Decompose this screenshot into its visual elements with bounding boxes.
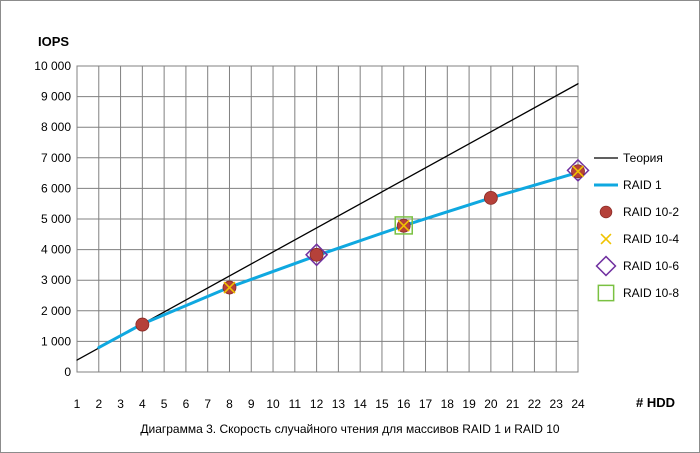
diamond-marker	[305, 243, 329, 267]
grid	[76, 65, 579, 373]
x-axis-title: # HDD	[636, 395, 675, 410]
x-tick-label: 20	[484, 397, 498, 411]
legend-label: RAID 10-6	[623, 259, 679, 273]
y-tick-label: 5 000	[41, 212, 71, 226]
circle-marker	[599, 205, 613, 219]
x-tick-label: 19	[462, 397, 476, 411]
x-tick-label: 4	[139, 397, 146, 411]
x-tick-label: 9	[248, 397, 255, 411]
x-tick-label: 18	[441, 397, 455, 411]
y-tick-label: 4 000	[41, 243, 71, 257]
y-tick-label: 6 000	[41, 181, 71, 195]
x-tick-label: 13	[332, 397, 346, 411]
x-tick-label: 23	[550, 397, 564, 411]
x-tick-label: 3	[117, 397, 124, 411]
x-marker-stroke	[571, 165, 585, 178]
legend-item: RAID 10-2	[599, 205, 679, 219]
circle-marker	[309, 247, 324, 262]
legend-label: RAID 10-4	[623, 232, 679, 246]
x-tick-label: 15	[375, 397, 389, 411]
circle-marker	[135, 317, 150, 332]
x-tick-label: 21	[506, 397, 520, 411]
y-tick-label: 8 000	[41, 120, 71, 134]
x-tick-label: 8	[226, 397, 233, 411]
axes: 0 1 000 2 000 3 000 4 000 5 000 6 000 7 000 8 00…	[34, 59, 585, 411]
diamond-marker	[566, 158, 590, 182]
x-marker-stroke	[600, 233, 612, 245]
x-tick-label: 1	[74, 397, 81, 411]
circle-marker	[483, 190, 498, 205]
x-tick-label: 5	[161, 397, 168, 411]
diamond-marker	[595, 255, 617, 277]
x-tick-label: 22	[528, 397, 542, 411]
legend-item: RAID 10-8	[597, 284, 679, 302]
chart-caption: Диаграмма 3. Скорость случайного чтения …	[140, 422, 560, 436]
legend-item: RAID 10-4	[600, 232, 679, 246]
y-tick-label: 10 000	[34, 59, 71, 73]
x-tick-label: 16	[397, 397, 411, 411]
legend-item: RAID 1	[594, 178, 662, 192]
x-tick-label: 14	[353, 397, 367, 411]
series-layer	[76, 83, 590, 361]
legend-item: RAID 10-6	[595, 255, 679, 277]
legend-label: RAID 1	[623, 178, 662, 192]
legend-label: RAID 10-2	[623, 205, 679, 219]
y-tick-label: 2 000	[41, 304, 71, 318]
legend-label: Теория	[623, 151, 663, 165]
y-axis-title: IOPS	[38, 34, 69, 49]
y-tick-label: 9 000	[41, 90, 71, 104]
x-tick-label: 6	[183, 397, 190, 411]
x-marker-stroke	[397, 219, 410, 232]
y-tick-label: 0	[64, 365, 71, 379]
x-tick-label: 2	[95, 397, 102, 411]
x-tick-label: 11	[289, 397, 302, 411]
y-tick-label: 3 000	[41, 273, 71, 287]
legend-label: RAID 10-8	[623, 286, 679, 300]
square-marker	[394, 216, 413, 235]
x-tick-label: 10	[266, 397, 280, 411]
square-marker	[597, 284, 615, 302]
legend: Теория RAID 1 RAID 10-2 RAID 10-4 RAID 10-6 R…	[594, 151, 679, 302]
series-line	[76, 83, 579, 361]
x-marker-stroke	[223, 281, 236, 294]
x-tick-label: 17	[419, 397, 433, 411]
y-tick-label: 1 000	[41, 334, 71, 348]
legend-item: Теория	[594, 151, 663, 165]
x-tick-label: 12	[310, 397, 324, 411]
x-tick-label: 7	[204, 397, 211, 411]
x-tick-label: 24	[571, 397, 585, 411]
y-tick-label: 7 000	[41, 151, 71, 165]
